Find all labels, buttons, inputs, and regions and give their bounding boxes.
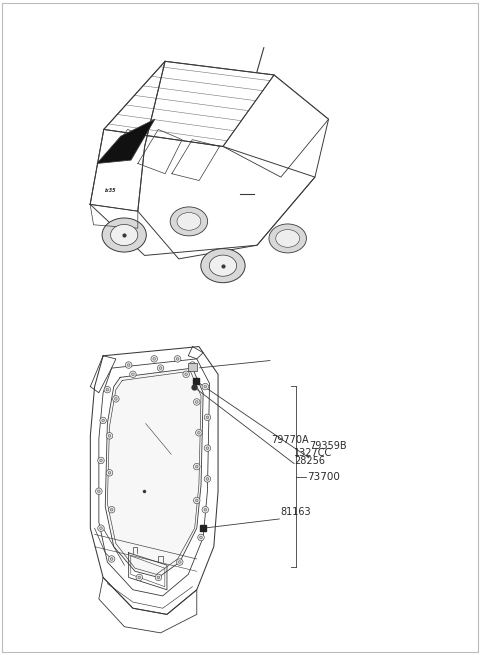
Circle shape bbox=[108, 506, 115, 513]
Circle shape bbox=[100, 527, 102, 529]
FancyBboxPatch shape bbox=[188, 363, 197, 371]
Ellipse shape bbox=[276, 229, 300, 248]
Circle shape bbox=[206, 416, 209, 419]
Circle shape bbox=[106, 388, 108, 391]
Circle shape bbox=[115, 398, 117, 400]
Circle shape bbox=[110, 508, 113, 511]
Circle shape bbox=[100, 417, 107, 424]
Circle shape bbox=[204, 414, 211, 421]
Circle shape bbox=[204, 476, 211, 482]
Circle shape bbox=[127, 364, 130, 366]
Ellipse shape bbox=[269, 224, 306, 253]
Circle shape bbox=[100, 459, 102, 462]
Circle shape bbox=[136, 574, 143, 581]
Circle shape bbox=[157, 576, 160, 579]
Circle shape bbox=[138, 576, 141, 579]
Circle shape bbox=[191, 364, 194, 366]
Circle shape bbox=[108, 472, 111, 474]
Circle shape bbox=[195, 465, 198, 468]
Circle shape bbox=[193, 399, 200, 405]
Circle shape bbox=[206, 447, 209, 449]
Ellipse shape bbox=[102, 218, 146, 252]
Text: 73700: 73700 bbox=[307, 472, 340, 481]
Circle shape bbox=[185, 373, 187, 375]
Circle shape bbox=[193, 497, 200, 504]
Circle shape bbox=[110, 557, 113, 560]
Circle shape bbox=[174, 356, 181, 362]
Circle shape bbox=[202, 383, 209, 390]
Circle shape bbox=[125, 362, 132, 368]
Ellipse shape bbox=[209, 255, 237, 276]
Circle shape bbox=[130, 371, 136, 377]
Circle shape bbox=[204, 385, 206, 388]
Circle shape bbox=[193, 463, 200, 470]
Circle shape bbox=[198, 432, 200, 434]
Circle shape bbox=[177, 559, 183, 565]
Text: 28256: 28256 bbox=[294, 456, 325, 466]
Circle shape bbox=[132, 373, 134, 375]
Text: 79770A: 79770A bbox=[271, 436, 309, 445]
Circle shape bbox=[195, 401, 198, 403]
Ellipse shape bbox=[201, 249, 245, 283]
Circle shape bbox=[202, 506, 209, 513]
Circle shape bbox=[106, 432, 113, 439]
Polygon shape bbox=[97, 119, 155, 164]
Circle shape bbox=[195, 499, 198, 502]
Circle shape bbox=[204, 508, 206, 511]
Circle shape bbox=[189, 362, 196, 368]
Circle shape bbox=[183, 371, 190, 377]
Circle shape bbox=[155, 574, 162, 581]
Text: 1327CC: 1327CC bbox=[294, 449, 332, 458]
Circle shape bbox=[98, 457, 104, 464]
Text: ix35: ix35 bbox=[105, 188, 116, 193]
Circle shape bbox=[176, 358, 179, 360]
Text: 81163: 81163 bbox=[281, 508, 311, 517]
Circle shape bbox=[113, 396, 119, 402]
Text: 79359B: 79359B bbox=[309, 441, 347, 451]
Circle shape bbox=[106, 470, 113, 476]
Circle shape bbox=[104, 386, 110, 393]
Circle shape bbox=[108, 555, 115, 562]
Circle shape bbox=[206, 477, 209, 480]
Polygon shape bbox=[105, 368, 203, 578]
Circle shape bbox=[151, 356, 157, 362]
Circle shape bbox=[198, 534, 204, 541]
Circle shape bbox=[96, 488, 102, 495]
Ellipse shape bbox=[177, 212, 201, 231]
Circle shape bbox=[204, 445, 211, 451]
Ellipse shape bbox=[170, 207, 208, 236]
Circle shape bbox=[159, 367, 162, 369]
Circle shape bbox=[200, 536, 203, 538]
Circle shape bbox=[179, 561, 181, 563]
Ellipse shape bbox=[110, 225, 138, 246]
Circle shape bbox=[102, 419, 105, 422]
Circle shape bbox=[108, 434, 111, 437]
Circle shape bbox=[97, 490, 100, 493]
Circle shape bbox=[98, 525, 104, 531]
Circle shape bbox=[153, 358, 156, 360]
Circle shape bbox=[196, 430, 202, 436]
Circle shape bbox=[157, 365, 164, 371]
